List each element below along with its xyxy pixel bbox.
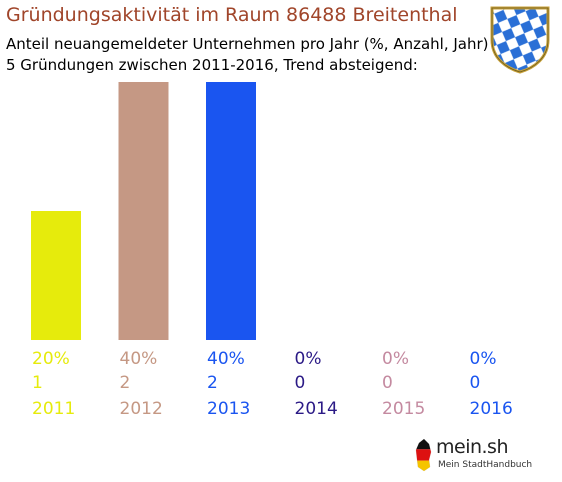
count-label-2016: 0: [470, 373, 481, 393]
chart-subtitle: Anteil neuangemeldeter Unternehmen pro J…: [6, 35, 489, 53]
count-label-2013: 2: [207, 373, 218, 393]
count-label-2011: 1: [32, 373, 43, 393]
count-label-2014: 0: [295, 373, 306, 393]
mein-sh-logo[interactable]: mein.sh Mein StadtHandbuch: [414, 434, 532, 476]
year-label-2014: 2014: [295, 399, 338, 419]
logo-name: mein.sh: [436, 436, 509, 458]
year-label-2015: 2015: [382, 399, 425, 419]
year-label-2016: 2016: [470, 399, 513, 419]
chart-summary: 5 Gründungen zwischen 2011-2016, Trend a…: [6, 56, 418, 74]
bar-2012: [118, 82, 169, 340]
percent-label-2014: 0%: [295, 349, 322, 369]
percent-label-2013: 40%: [207, 349, 245, 369]
year-label-2013: 2013: [207, 399, 250, 419]
logo-tagline: Mein StadtHandbuch: [438, 460, 533, 470]
year-label-2011: 2011: [32, 399, 75, 419]
count-label-2015: 0: [382, 373, 393, 393]
percent-label-2015: 0%: [382, 349, 409, 369]
bar-2013: [206, 82, 256, 340]
percent-label-2011: 20%: [32, 349, 70, 369]
germany-flag-icon: [415, 438, 432, 472]
percent-label-2016: 0%: [470, 349, 497, 369]
year-label-2012: 2012: [120, 399, 163, 419]
bavaria-coat-of-arms-icon: [490, 6, 550, 74]
chart-title: Gründungsaktivität im Raum 86488 Breiten…: [6, 4, 458, 26]
count-label-2012: 2: [120, 373, 131, 393]
bar-2011: [31, 211, 81, 340]
percent-label-2012: 40%: [120, 349, 158, 369]
